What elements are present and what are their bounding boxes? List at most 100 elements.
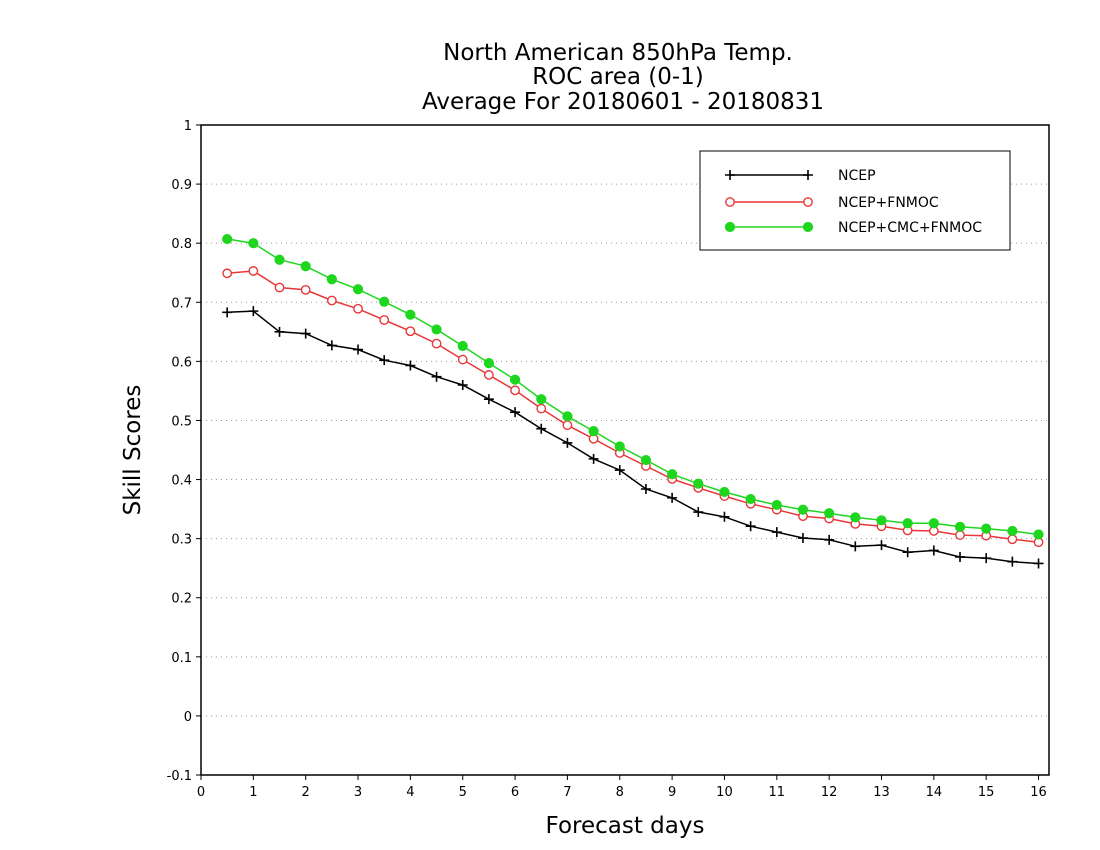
x-axis-label: Forecast days [546, 813, 705, 839]
legend-samples [724, 170, 814, 233]
data-point-ncep [955, 551, 966, 562]
data-point-ncep-cmc-fnmoc [536, 394, 547, 405]
data-point-ncep [850, 541, 861, 552]
x-tick-label: 9 [668, 785, 676, 800]
chart-title-line-3: Average For 20180601 - 20180831 [422, 89, 824, 115]
data-point-ncep [1033, 558, 1044, 569]
data-point-ncep [457, 380, 468, 390]
x-tick-label: 2 [302, 785, 310, 800]
legend-box [699, 150, 1011, 251]
data-point-ncep [771, 527, 782, 538]
y-tick-label: 1 [184, 119, 192, 134]
y-tick-label: 0 [184, 710, 192, 725]
data-point-ncep-fnmoc [562, 420, 573, 431]
data-series [222, 233, 1044, 569]
data-point-ncep-fnmoc [484, 370, 494, 380]
data-point-ncep-cmc-fnmoc [981, 523, 992, 534]
y-axis-label: Skill Scores [120, 385, 146, 516]
x-tick-label: 1 [249, 785, 257, 800]
chart-title-line-1: North American 850hPa Temp. [443, 40, 793, 66]
x-tick-label: 15 [978, 785, 995, 800]
data-point-ncep-cmc-fnmoc [614, 441, 625, 452]
legend-marker-ncep-cmc-fnmoc [724, 221, 736, 233]
data-point-ncep [614, 465, 625, 476]
data-point-ncep-cmc-fnmoc [824, 508, 835, 519]
data-point-ncep-fnmoc [431, 338, 442, 349]
plot-frame [200, 124, 1050, 776]
data-point-ncep-cmc-fnmoc [274, 254, 285, 265]
data-point-ncep [719, 511, 730, 522]
data-point-ncep-cmc-fnmoc [954, 521, 966, 532]
data-point-ncep [483, 394, 494, 405]
data-point-ncep-cmc-fnmoc [222, 233, 233, 245]
chart-title-line-2: ROC area (0-1) [532, 64, 704, 90]
data-point-ncep-cmc-fnmoc [797, 504, 809, 515]
data-point-ncep [1007, 556, 1018, 567]
legend-label-ncep-fnmoc: NCEP+FNMOC [838, 195, 939, 211]
data-point-ncep-fnmoc [955, 530, 965, 540]
y-tick-label: 0.7 [171, 296, 192, 311]
data-point-ncep-fnmoc [300, 284, 311, 295]
y-tick-label: -0.1 [167, 769, 192, 784]
data-point-ncep [405, 360, 416, 371]
data-point-ncep-cmc-fnmoc [352, 284, 364, 295]
data-point-ncep-cmc-fnmoc [562, 411, 573, 422]
x-tick-label: 14 [926, 785, 943, 800]
data-point-ncep [824, 534, 835, 545]
data-point-ncep-cmc-fnmoc [431, 324, 442, 335]
data-point-ncep [588, 453, 599, 464]
data-point-ncep [379, 355, 390, 366]
data-point-ncep-fnmoc [457, 354, 468, 365]
data-point-ncep [248, 306, 259, 317]
data-point-ncep-cmc-fnmoc [771, 499, 782, 511]
series-line-ncep [227, 310, 1039, 565]
y-tick-label: 0.2 [171, 592, 192, 607]
data-point-ncep [667, 492, 678, 503]
x-tick-label: 0 [197, 785, 205, 800]
y-tick-label: 0.8 [171, 237, 192, 252]
x-tick-label: 4 [406, 785, 414, 800]
data-point-ncep-cmc-fnmoc [876, 515, 887, 526]
data-point-ncep-fnmoc [405, 326, 416, 337]
data-point-ncep [353, 344, 364, 355]
x-tick-label: 3 [354, 785, 362, 800]
y-tick-label: 0.3 [171, 533, 192, 548]
legend-marker-ncep-fnmoc [725, 197, 735, 207]
data-point-ncep-cmc-fnmoc [1033, 529, 1044, 540]
x-tick-label: 12 [821, 785, 838, 800]
y-tick-label: 0.1 [171, 651, 192, 666]
data-point-ncep [300, 328, 311, 339]
series-ncep-cmc-fnmoc [222, 233, 1044, 540]
data-point-ncep-fnmoc [1007, 534, 1018, 545]
data-point-ncep-cmc-fnmoc [693, 478, 704, 489]
data-point-ncep-fnmoc [379, 315, 390, 325]
series-ncep [222, 306, 1044, 569]
x-tick-label: 5 [459, 785, 467, 800]
data-point-ncep-cmc-fnmoc [902, 518, 913, 529]
data-point-ncep-fnmoc [248, 266, 259, 276]
data-point-ncep-cmc-fnmoc [326, 274, 337, 285]
legend-marker-ncep-fnmoc [803, 197, 813, 207]
legend-label-ncep: NCEP [838, 168, 876, 184]
data-point-ncep-cmc-fnmoc [509, 374, 521, 385]
data-point-ncep-cmc-fnmoc [667, 469, 678, 480]
data-point-ncep [693, 507, 704, 518]
data-point-ncep-cmc-fnmoc [588, 425, 599, 437]
data-point-ncep-cmc-fnmoc [640, 454, 652, 466]
data-point-ncep-cmc-fnmoc [928, 518, 939, 529]
data-point-ncep-cmc-fnmoc [248, 238, 259, 249]
data-point-ncep [928, 545, 939, 556]
data-point-ncep-cmc-fnmoc [379, 296, 390, 307]
legend-label-ncep-cmc-fnmoc: NCEP+CMC+FNMOC [838, 220, 982, 236]
x-tick-label: 7 [563, 785, 571, 800]
y-tick-label: 0.5 [171, 414, 192, 429]
data-point-ncep-cmc-fnmoc [405, 309, 416, 320]
axes: -0.100.10.20.30.40.50.60.70.80.910 1 2 3 4 5 6… [167, 119, 1047, 800]
data-point-ncep-fnmoc [353, 303, 363, 314]
data-point-ncep [797, 533, 808, 544]
data-point-ncep [876, 540, 887, 551]
legend-marker-ncep [725, 170, 735, 180]
x-tick-label: 11 [769, 785, 786, 800]
